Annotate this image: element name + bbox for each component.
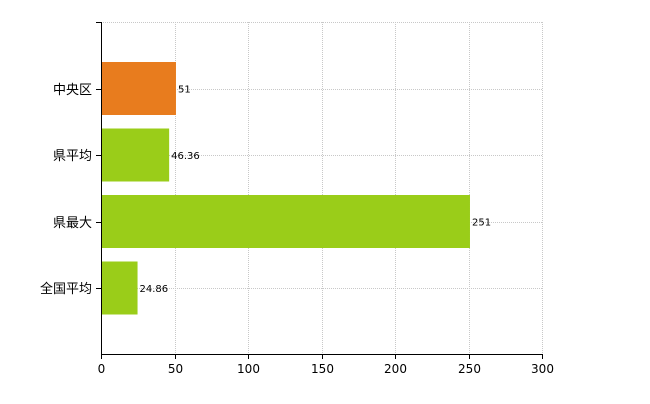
bar bbox=[101, 128, 170, 182]
x-tick-label: 0 bbox=[98, 362, 106, 376]
category-label: 中央区 bbox=[53, 83, 92, 98]
x-tick-label: 250 bbox=[458, 362, 481, 376]
bar bbox=[101, 62, 176, 115]
bar bbox=[101, 261, 138, 315]
bars bbox=[101, 62, 470, 315]
category-label: 県平均 bbox=[53, 149, 92, 164]
x-tick-label: 50 bbox=[168, 362, 183, 376]
data-labels: 51 46.36 251 24.86 bbox=[140, 85, 492, 296]
value-label: 251 bbox=[472, 218, 491, 229]
category-label: 全国平均 bbox=[40, 281, 92, 297]
x-tick-label: 100 bbox=[237, 362, 260, 376]
bar bbox=[101, 195, 470, 248]
value-label: 51 bbox=[178, 85, 191, 96]
x-tick-label: 200 bbox=[384, 362, 407, 376]
x-tick-label: 150 bbox=[311, 362, 334, 376]
value-label: 24.86 bbox=[140, 284, 169, 295]
value-label: 46.36 bbox=[171, 151, 200, 162]
x-tick-label: 300 bbox=[531, 362, 554, 376]
category-label: 県最大 bbox=[53, 216, 92, 231]
